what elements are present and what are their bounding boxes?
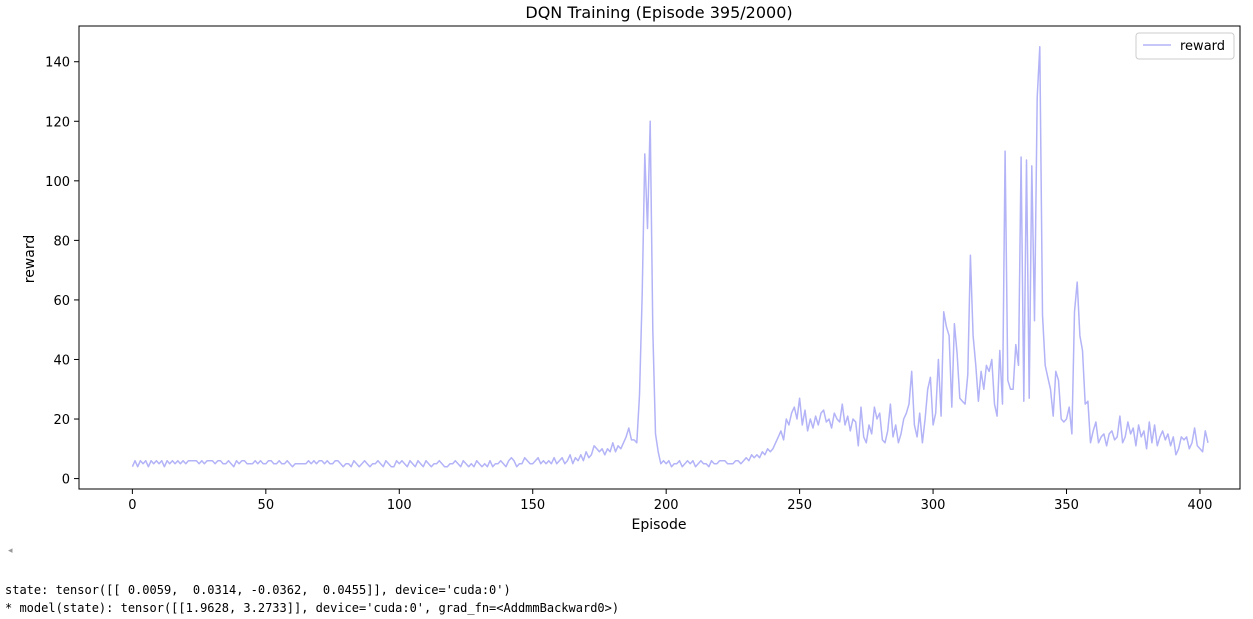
- y-tick-label: 20: [53, 413, 70, 428]
- x-tick-label: 0: [128, 498, 136, 513]
- x-tick-label: 200: [654, 498, 679, 513]
- y-tick-label: 80: [53, 234, 70, 249]
- y-axis-ticks: 0 20 40 60 80 100 120 140: [45, 56, 79, 488]
- y-tick-label: 60: [53, 294, 70, 309]
- x-axis-ticks: 0 50 100 150 200 250 300 350 400: [128, 489, 1212, 513]
- y-tick-label: 40: [53, 353, 70, 368]
- console-line-model: * model(state): tensor([[1.9628, 3.2733]…: [5, 601, 620, 615]
- y-tick-label: 0: [62, 473, 70, 488]
- x-axis-label: Episode: [632, 517, 687, 533]
- x-tick-label: 150: [520, 498, 545, 513]
- y-tick-label: 120: [45, 115, 70, 130]
- reward-chart: DQN Training (Episode 395/2000) 0 50 100 15…: [22, 3, 1241, 533]
- plot-area: [78, 25, 1241, 490]
- x-tick-label: 300: [921, 498, 946, 513]
- console-line-state: state: tensor([[ 0.0059, 0.0314, -0.0362…: [5, 583, 511, 597]
- chart-title: DQN Training (Episode 395/2000): [525, 3, 792, 22]
- y-tick-label: 100: [45, 175, 70, 190]
- reward-series-line: [131, 46, 1209, 468]
- scroll-left-icon[interactable]: ◂: [8, 546, 13, 556]
- x-tick-label: 100: [387, 498, 412, 513]
- y-tick-label: 140: [45, 56, 70, 71]
- legend: reward: [1135, 32, 1235, 60]
- x-tick-label: 400: [1188, 498, 1213, 513]
- console-output: state: tensor([[ 0.0059, 0.0314, -0.0362…: [5, 581, 619, 617]
- x-tick-label: 250: [787, 498, 812, 513]
- legend-label: reward: [1180, 39, 1225, 54]
- x-tick-label: 350: [1054, 498, 1079, 513]
- legend-box: [1135, 32, 1235, 60]
- x-tick-label: 50: [258, 498, 275, 513]
- y-axis-label: reward: [22, 235, 38, 284]
